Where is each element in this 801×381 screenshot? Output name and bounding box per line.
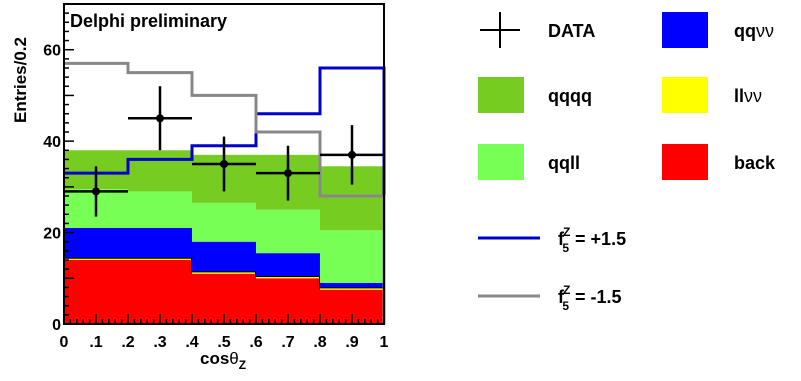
- legend-label-main-1: qq: [734, 21, 756, 41]
- stack-bar-qqll-1: [128, 191, 192, 228]
- data-point-0: [92, 187, 100, 196]
- stack-bar-qq-2: [192, 241, 256, 272]
- x-axis-label-main: cos: [200, 349, 229, 368]
- y-tick-label-2: 40: [43, 134, 61, 151]
- stack-bar-qqll-3: [256, 209, 320, 254]
- x-tick-label-0: 0: [60, 334, 69, 351]
- legend-label-data: DATA: [548, 21, 595, 41]
- legend-line-label-f-1: f: [558, 287, 565, 307]
- stack-bar-ll-4: [320, 287, 384, 290]
- stack-bar-qq-3: [256, 253, 320, 276]
- x-tick-label-6: .6: [249, 334, 262, 351]
- legend-line-label-sub-1: 5: [562, 299, 569, 313]
- stack-bar-back-1: [128, 260, 192, 324]
- data-points: [64, 86, 384, 217]
- stack-bar-ll-1: [128, 257, 192, 260]
- legend-line-label-value-1: = -1.5: [575, 287, 622, 307]
- y-tick-label-3: 60: [43, 43, 61, 60]
- y-axis-label: Entries/0.2: [11, 37, 30, 123]
- data-point-2: [220, 160, 228, 168]
- legend-label-1: qqνν: [734, 21, 774, 41]
- x-tick-label-1: .1: [89, 334, 102, 351]
- x-tick-label-2: .2: [121, 334, 134, 351]
- model-line-1: [64, 61, 386, 324]
- stack-bar-ll-2: [192, 271, 256, 274]
- x-tick-label-3: .3: [153, 334, 166, 351]
- x-axis-label-theta: θ: [229, 349, 238, 368]
- legend-label-greek-1: νν: [756, 21, 774, 41]
- data-point-1: [156, 114, 164, 123]
- legend-line-label-sub-0: 5: [562, 241, 569, 255]
- legend-label-2: qqqq: [548, 86, 592, 106]
- legend-line-label-sup-0: Z: [563, 225, 570, 239]
- model-line-0: [64, 66, 386, 324]
- data-point-4: [348, 150, 356, 159]
- stack-bar-ll-3: [256, 276, 320, 279]
- legend-line-label-f-0: f: [558, 229, 565, 249]
- legend-label-4: qqll: [548, 153, 580, 173]
- stack-bar-qq-1: [128, 228, 192, 258]
- stack-bar-qq-0: [64, 228, 128, 258]
- y-tick-label-0: 0: [52, 317, 61, 334]
- axes: 0 .1 .2 .3 .4 .5 .6 .7 .8 .9 1 0 20 40 60: [43, 3, 389, 351]
- legend-label-greek-3: νν: [744, 86, 762, 106]
- x-axis-label-sub: Z: [239, 358, 246, 372]
- legend-label-main-2: qqqq: [548, 86, 592, 106]
- stack-bar-qqll-2: [192, 202, 256, 242]
- stack-bar-qqqq-1: [128, 150, 192, 192]
- legend-swatch-4: [478, 144, 524, 180]
- data-point-3: [284, 169, 292, 178]
- legend-label-main-4: qqll: [548, 153, 580, 173]
- legend-line-label-sup-1: Z: [563, 283, 570, 297]
- x-axis-label: cosθZ: [200, 349, 246, 372]
- legend-line-label-1: fZ 5 = -1.5: [558, 283, 622, 313]
- x-tick-label-9: .9: [345, 334, 358, 351]
- legend-label-5: back: [734, 153, 776, 173]
- legend-swatch-3: [662, 77, 708, 113]
- x-tick-label-7: .7: [281, 334, 294, 351]
- stack-bar-qqll-4: [320, 230, 384, 283]
- x-tick-label-4: .4: [185, 334, 198, 351]
- stack-bar-qq-4: [320, 282, 384, 288]
- chart-title: Delphi preliminary: [70, 11, 227, 31]
- legend-swatch-2: [478, 77, 524, 113]
- legend-swatch-5: [662, 144, 708, 180]
- legend-label-main-3: ll: [734, 86, 744, 106]
- legend-line-label-value-0: = +1.5: [575, 229, 626, 249]
- x-tick-label-10: 1: [380, 334, 389, 351]
- stack-bar-ll-0: [64, 257, 128, 260]
- model-lines: [64, 61, 386, 324]
- x-tick-label-8: .8: [313, 334, 326, 351]
- y-tick-label-1: 20: [43, 226, 61, 243]
- legend-label-3: llνν: [734, 86, 762, 106]
- x-tick-label-5: .5: [217, 334, 230, 351]
- legend-label-main-5: back: [734, 153, 776, 173]
- legend-line-label-0: fZ 5 = +1.5: [558, 225, 626, 255]
- legend-swatch-1: [662, 12, 708, 48]
- stack-bar-back-0: [64, 260, 128, 324]
